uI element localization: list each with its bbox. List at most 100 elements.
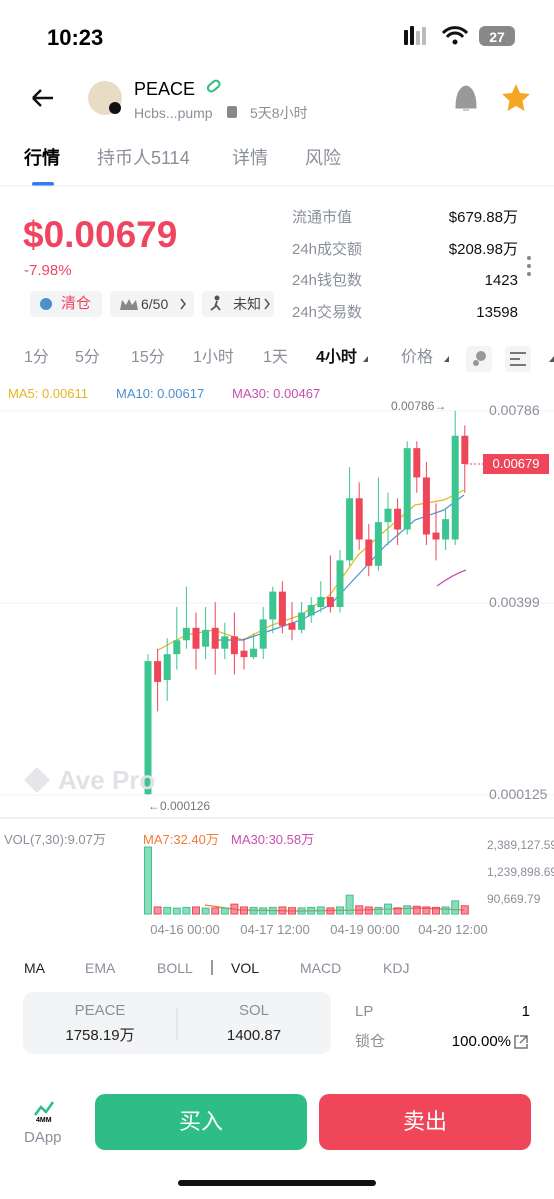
candle-body — [307, 605, 315, 616]
candle-body — [355, 498, 363, 540]
indicator[interactable]: EMA — [85, 960, 116, 976]
stat-value: $208.98万 — [448, 240, 518, 258]
pool-token: PEACE — [74, 1002, 126, 1019]
y-tick-label: 0.000125 — [489, 785, 548, 802]
badge[interactable] — [202, 291, 274, 317]
candle-body — [451, 435, 459, 540]
candle-body — [154, 661, 162, 682]
badge-label: 清仓 — [61, 295, 92, 312]
volume-bar — [278, 906, 287, 915]
indicator[interactable]: BOLL — [157, 960, 193, 976]
ma5-legend: MA5: 0.00611 — [8, 386, 88, 401]
candle-body — [461, 435, 469, 465]
tab[interactable]: 详情 — [232, 148, 268, 168]
stat-value: 13598 — [476, 303, 518, 321]
signal — [422, 27, 426, 45]
interval[interactable]: 5分 — [75, 349, 100, 366]
candle-body — [250, 648, 258, 658]
candle-body — [211, 627, 219, 649]
candle-body — [269, 591, 277, 620]
tab[interactable]: 风险 — [305, 148, 341, 168]
chevron — [180, 298, 270, 310]
stat-label: 24h成交额 — [292, 240, 363, 258]
bell[interactable] — [455, 85, 477, 111]
tool-icon — [473, 360, 479, 366]
candle-body — [202, 629, 210, 647]
volume-bar — [412, 905, 421, 915]
volume-bar — [307, 906, 316, 915]
x-tick-label: 04-16 00:00 — [150, 922, 220, 937]
wifi — [452, 39, 458, 45]
volume-bar — [144, 846, 152, 915]
dapp-icon[interactable] — [34, 1101, 55, 1116]
x-tick-label: 04-20 12:00 — [418, 922, 488, 937]
high-label: 0.00786→ — [391, 399, 447, 413]
price-tag — [483, 454, 549, 474]
dropdown-arrow — [444, 356, 449, 362]
badge-icon — [214, 295, 220, 301]
candle-body — [259, 619, 267, 649]
volume-bar — [172, 907, 181, 915]
vol-ma30-legend: MA30:30.58万 — [231, 832, 315, 847]
sell-label[interactable]: 卖出 — [402, 1109, 447, 1134]
volume-bar — [182, 906, 191, 915]
sell-button[interactable] — [319, 1094, 531, 1150]
interval[interactable]: 1天 — [263, 349, 288, 366]
external-link[interactable] — [514, 1035, 528, 1049]
volume-bar — [393, 907, 402, 915]
indicator[interactable]: MA — [24, 960, 45, 976]
volume-bar — [297, 907, 306, 915]
candle-body — [442, 519, 450, 540]
tab-underline — [32, 182, 54, 186]
volume-bar — [230, 903, 239, 915]
x-tick-label: 04-17 12:00 — [240, 922, 310, 937]
volume-bar — [211, 907, 220, 915]
tab[interactable]: 行情 — [24, 148, 60, 168]
change: -7.98% — [24, 262, 72, 279]
back[interactable] — [32, 89, 53, 107]
star[interactable] — [502, 84, 530, 111]
interval[interactable]: 1小时 — [193, 349, 234, 366]
pool-base-amount: 1400.87 — [226, 1027, 282, 1044]
stat-value: 1423 — [484, 272, 518, 289]
stat-label: 流通市值 — [292, 209, 353, 226]
indicator[interactable]: VOL — [231, 960, 260, 976]
more — [527, 272, 531, 276]
volume-bar — [460, 905, 469, 915]
badge-label: 未知 — [233, 296, 261, 312]
interval[interactable]: 1分 — [24, 349, 49, 366]
interval[interactable]: 4小时 — [316, 349, 357, 366]
buy-button[interactable] — [95, 1094, 307, 1150]
stat-value: $679.88万 — [448, 209, 518, 226]
candle-body — [298, 612, 306, 630]
more[interactable] — [527, 256, 531, 260]
price: $0.00679 — [23, 214, 178, 255]
wifi — [441, 26, 469, 39]
candle-body — [230, 636, 238, 655]
badge[interactable] — [110, 291, 194, 317]
candle-body — [432, 532, 440, 540]
low-label: ←0.000126 — [148, 799, 211, 813]
candle-body — [317, 597, 325, 608]
dapp-label[interactable]: DApp — [24, 1129, 62, 1146]
volume-bar — [422, 906, 431, 915]
indicator[interactable]: KDJ — [383, 960, 410, 976]
interval[interactable]: 15分 — [131, 349, 165, 366]
candle-body — [384, 508, 392, 523]
tab[interactable]: 持币人5114 — [97, 148, 190, 168]
candle-body — [221, 636, 229, 649]
volume-bar — [451, 900, 460, 915]
copy-icon[interactable] — [227, 106, 237, 118]
candle-body — [144, 661, 152, 795]
signal — [416, 31, 420, 45]
interval[interactable]: 价格 — [401, 349, 434, 366]
y-tick-label: 0.00399 — [489, 594, 540, 611]
lp-value: 1 — [521, 1003, 530, 1020]
ma30-legend: MA30: 0.00467 — [232, 386, 321, 401]
indicator[interactable]: MACD — [300, 960, 342, 976]
watermark-logo — [24, 767, 50, 793]
volume-bar — [259, 907, 268, 915]
candle-body — [336, 560, 344, 608]
buy-label[interactable]: 买入 — [178, 1109, 223, 1134]
badge[interactable] — [30, 291, 102, 317]
